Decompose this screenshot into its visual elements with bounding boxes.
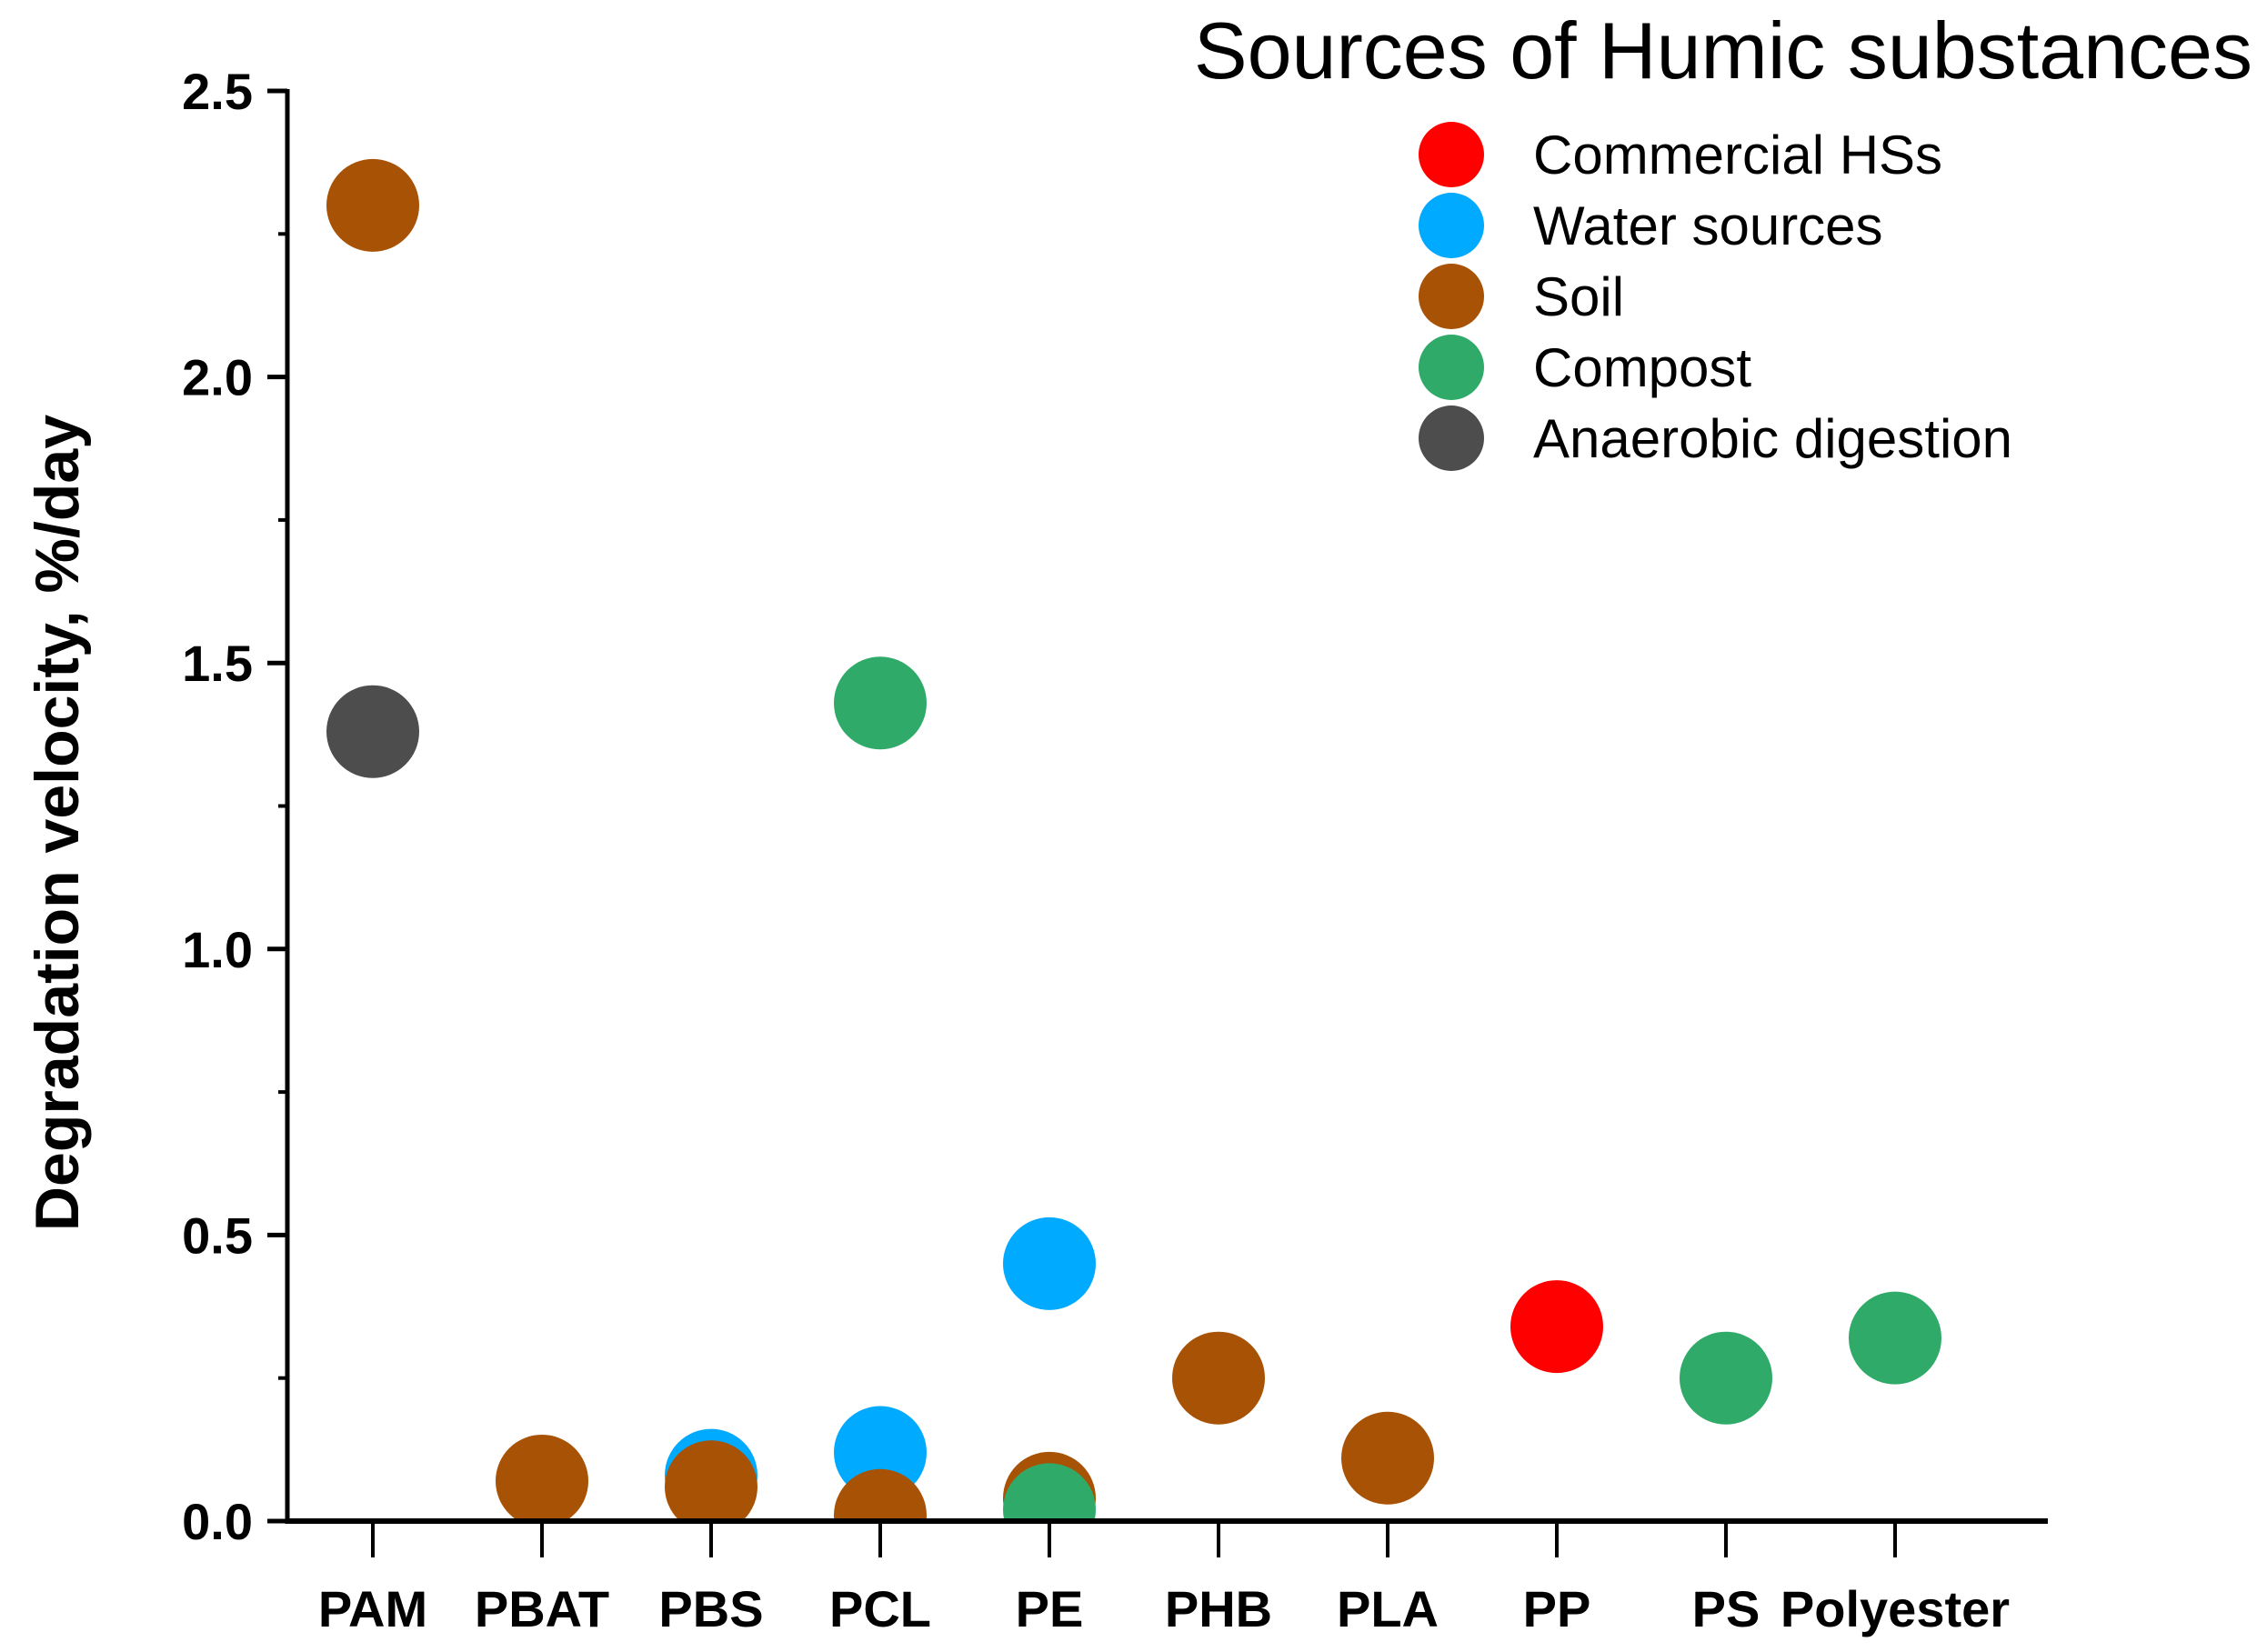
- y-tick-label: 0.0: [182, 1493, 253, 1550]
- x-tick-label-pbs: PBS: [658, 1580, 763, 1637]
- point-pp-commercial: [1510, 1280, 1603, 1374]
- x-tick-label-pp: PP: [1523, 1580, 1591, 1637]
- point-pbs-soil: [665, 1440, 757, 1521]
- x-tick-label-pcl: PCL: [829, 1580, 931, 1637]
- legend-marker-compost: [1419, 335, 1484, 400]
- x-tick-label-pla: PLA: [1337, 1580, 1439, 1637]
- point-pam-anaerobic: [326, 685, 419, 778]
- legend-marker-commercial: [1419, 122, 1484, 187]
- y-tick-label: 2.5: [182, 63, 253, 120]
- x-tick-label-phb: PHB: [1165, 1580, 1272, 1637]
- legend-label-commercial: Commercial HSs: [1533, 125, 1942, 185]
- legend-label-soil: Soil: [1533, 266, 1624, 327]
- legend: Commercial HSs Water sources Soil Compost An…: [1419, 122, 2012, 471]
- legend-marker-water: [1419, 193, 1484, 258]
- point-phb-soil: [1172, 1331, 1265, 1425]
- legend-label-water: Water sources: [1533, 195, 1883, 256]
- legend-marker-soil: [1419, 264, 1484, 329]
- y-tick-label: 1.0: [182, 921, 253, 978]
- x-tick-label-polyester: Polyester: [1780, 1580, 2010, 1637]
- axes: 0.0 0.5 1.0 1.5 2.0 2.5 PAM PBAT PBS PCL PE PHB PLA P…: [182, 63, 2048, 1637]
- y-tick-label: 1.5: [182, 635, 253, 692]
- legend-title: Sources of Humic substances: [1194, 5, 2252, 95]
- legend-label-anaerobic: Anaerobic digestion: [1533, 408, 2012, 469]
- point-pcl-soil: [834, 1468, 927, 1521]
- x-tick-label-pam: PAM: [318, 1580, 427, 1637]
- point-pcl-compost: [834, 656, 927, 750]
- point-pe-compost: [1003, 1463, 1096, 1521]
- legend-label-compost: Compost: [1533, 337, 1751, 398]
- point-pam-soil: [326, 158, 419, 252]
- point-pe-water: [1003, 1216, 1096, 1310]
- point-pla-soil: [1341, 1411, 1434, 1505]
- point-pbat-soil: [496, 1434, 588, 1521]
- x-tick-label-pbat: PBAT: [475, 1580, 609, 1637]
- x-tick-label-ps: PS: [1692, 1580, 1760, 1637]
- point-polyester-compost: [1849, 1291, 1941, 1385]
- legend-marker-anaerobic: [1419, 405, 1484, 471]
- point-ps-compost: [1680, 1331, 1772, 1425]
- x-tick-label-pe: PE: [1016, 1580, 1084, 1637]
- y-tick-label: 2.0: [182, 349, 253, 406]
- y-tick-label: 0.5: [182, 1206, 253, 1264]
- y-axis-label: Degradation velocity, %/day: [23, 415, 92, 1231]
- data-points: [326, 158, 1941, 1521]
